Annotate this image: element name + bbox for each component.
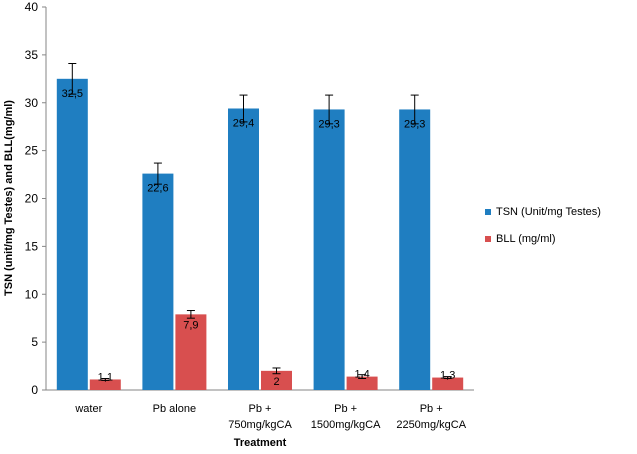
bll-data-label: 7,9: [183, 319, 198, 331]
x-tick-label: Pb +: [334, 403, 357, 415]
x-tick-label: Pb +: [249, 403, 272, 415]
y-tick-label: 5: [31, 335, 38, 349]
bll-data-label: 1,4: [354, 369, 369, 381]
bll-bar: [346, 376, 378, 390]
x-axis-tick-labels: water Pb alone Pb + 750mg/kgCA Pb + 1500mg/kg…: [74, 403, 466, 431]
bll-bar: [175, 314, 207, 390]
tsn-bar: [56, 78, 88, 390]
tsn-bar: [142, 173, 174, 390]
bll-data-label: 1,1: [98, 371, 113, 383]
y-tick-label: 15: [25, 239, 39, 253]
x-tick-label: 2250mg/kgCA: [396, 419, 466, 431]
x-tick-label: 1500mg/kgCA: [311, 419, 381, 431]
legend-swatch: [485, 236, 491, 242]
data-labels: 32,5 1,1 22,6 7,9 29,4 2 29,3 1,4 29,3 1,3: [62, 88, 456, 388]
tsn-data-label: 29,4: [233, 117, 254, 129]
error-bars: [68, 62, 452, 381]
legend-label: TSN (Unit/mg Testes): [496, 206, 601, 218]
bll-bar: [432, 377, 464, 390]
legend-swatch: [485, 209, 491, 215]
tsn-data-label: 29,3: [404, 118, 425, 130]
tsn-bar: [228, 108, 259, 391]
y-tick-label: 10: [25, 287, 39, 301]
y-tick-label: 35: [25, 48, 39, 62]
tsn-data-label: 29,3: [318, 118, 339, 130]
tsn-bar: [313, 109, 345, 390]
y-tick-label: 25: [25, 144, 39, 158]
x-axis-title: Treatment: [234, 437, 287, 449]
bll-data-label: 1,3: [440, 370, 455, 382]
x-tick-label: Pb alone: [153, 403, 196, 415]
legend: TSN (Unit/mg Testes) BLL (mg/ml): [485, 206, 601, 245]
tsn-data-label: 32,5: [62, 88, 83, 100]
bll-data-label: 2: [273, 376, 279, 388]
y-axis-ticks: 0 5 10 15 20 25 30 35 40: [25, 0, 46, 397]
y-tick-label: 20: [25, 192, 39, 206]
y-axis-title: TSN (unit/mg Testes) and BLL(mg/ml): [3, 100, 15, 296]
y-tick-label: 40: [25, 0, 39, 14]
tsn-bar: [399, 109, 431, 390]
legend-label: BLL (mg/ml): [496, 233, 556, 245]
x-tick-label: 750mg/kgCA: [228, 419, 292, 431]
bars: [56, 78, 464, 391]
y-tick-label: 0: [31, 383, 38, 397]
x-tick-label: water: [74, 403, 102, 415]
x-tick-label: Pb +: [420, 403, 443, 415]
bll-bar: [261, 370, 292, 390]
tsn-data-label: 22,6: [147, 183, 168, 195]
bll-bar: [89, 379, 121, 390]
y-tick-label: 30: [25, 96, 39, 110]
